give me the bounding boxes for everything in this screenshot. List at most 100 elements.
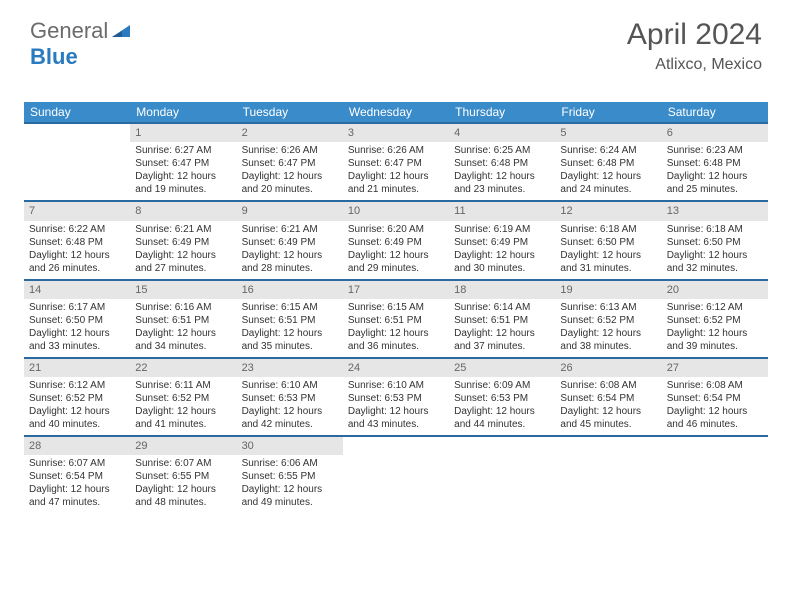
day-cell: 23Sunrise: 6:10 AMSunset: 6:53 PMDayligh…: [237, 359, 343, 435]
calendar: SundayMondayTuesdayWednesdayThursdayFrid…: [24, 102, 768, 513]
day-cell: 16Sunrise: 6:15 AMSunset: 6:51 PMDayligh…: [237, 281, 343, 357]
brand-blue: Blue: [30, 44, 78, 69]
day-number: 4: [449, 124, 555, 142]
day-body: Sunrise: 6:13 AMSunset: 6:52 PMDaylight:…: [555, 299, 661, 357]
day-number: 14: [24, 281, 130, 299]
sunrise-text: Sunrise: 6:14 AM: [454, 301, 550, 314]
day-body: Sunrise: 6:17 AMSunset: 6:50 PMDaylight:…: [24, 299, 130, 357]
daylight-text: Daylight: 12 hours and 32 minutes.: [667, 249, 763, 275]
sunrise-text: Sunrise: 6:15 AM: [348, 301, 444, 314]
sunset-text: Sunset: 6:48 PM: [560, 157, 656, 170]
daylight-text: Daylight: 12 hours and 34 minutes.: [135, 327, 231, 353]
daylight-text: Daylight: 12 hours and 24 minutes.: [560, 170, 656, 196]
day-number: 17: [343, 281, 449, 299]
day-cell: 13Sunrise: 6:18 AMSunset: 6:50 PMDayligh…: [662, 202, 768, 278]
day-body: Sunrise: 6:18 AMSunset: 6:50 PMDaylight:…: [555, 221, 661, 279]
day-number: 29: [130, 437, 236, 455]
day-number: [24, 124, 130, 128]
sunset-text: Sunset: 6:53 PM: [348, 392, 444, 405]
title-block: April 2024 Atlixco, Mexico: [627, 18, 762, 74]
day-cell-empty: [662, 437, 768, 513]
day-cell: 9Sunrise: 6:21 AMSunset: 6:49 PMDaylight…: [237, 202, 343, 278]
sunset-text: Sunset: 6:51 PM: [348, 314, 444, 327]
header: General April 2024 Atlixco, Mexico: [30, 18, 762, 74]
sunset-text: Sunset: 6:47 PM: [135, 157, 231, 170]
day-number: [343, 437, 449, 441]
weekday-header-row: SundayMondayTuesdayWednesdayThursdayFrid…: [24, 102, 768, 122]
sunrise-text: Sunrise: 6:27 AM: [135, 144, 231, 157]
day-body: Sunrise: 6:26 AMSunset: 6:47 PMDaylight:…: [343, 142, 449, 200]
daylight-text: Daylight: 12 hours and 39 minutes.: [667, 327, 763, 353]
day-cell: 15Sunrise: 6:16 AMSunset: 6:51 PMDayligh…: [130, 281, 236, 357]
day-number: 19: [555, 281, 661, 299]
day-number: 10: [343, 202, 449, 220]
sunset-text: Sunset: 6:53 PM: [454, 392, 550, 405]
day-body: Sunrise: 6:12 AMSunset: 6:52 PMDaylight:…: [24, 377, 130, 435]
day-cell: 25Sunrise: 6:09 AMSunset: 6:53 PMDayligh…: [449, 359, 555, 435]
sunrise-text: Sunrise: 6:08 AM: [667, 379, 763, 392]
day-body: Sunrise: 6:12 AMSunset: 6:52 PMDaylight:…: [662, 299, 768, 357]
sunrise-text: Sunrise: 6:08 AM: [560, 379, 656, 392]
sunrise-text: Sunrise: 6:15 AM: [242, 301, 338, 314]
sunset-text: Sunset: 6:54 PM: [560, 392, 656, 405]
day-body: Sunrise: 6:08 AMSunset: 6:54 PMDaylight:…: [555, 377, 661, 435]
day-number: 3: [343, 124, 449, 142]
sunrise-text: Sunrise: 6:21 AM: [135, 223, 231, 236]
weekday-header-friday: Friday: [555, 102, 661, 122]
weekday-header-tuesday: Tuesday: [237, 102, 343, 122]
day-body: Sunrise: 6:21 AMSunset: 6:49 PMDaylight:…: [237, 221, 343, 279]
day-number: 27: [662, 359, 768, 377]
daylight-text: Daylight: 12 hours and 33 minutes.: [29, 327, 125, 353]
day-body: Sunrise: 6:10 AMSunset: 6:53 PMDaylight:…: [343, 377, 449, 435]
day-number: 25: [449, 359, 555, 377]
daylight-text: Daylight: 12 hours and 19 minutes.: [135, 170, 231, 196]
sunset-text: Sunset: 6:53 PM: [242, 392, 338, 405]
daylight-text: Daylight: 12 hours and 20 minutes.: [242, 170, 338, 196]
sunset-text: Sunset: 6:48 PM: [667, 157, 763, 170]
day-body: Sunrise: 6:06 AMSunset: 6:55 PMDaylight:…: [237, 455, 343, 513]
day-body: Sunrise: 6:26 AMSunset: 6:47 PMDaylight:…: [237, 142, 343, 200]
location-label: Atlixco, Mexico: [627, 56, 762, 74]
daylight-text: Daylight: 12 hours and 45 minutes.: [560, 405, 656, 431]
day-body: Sunrise: 6:27 AMSunset: 6:47 PMDaylight:…: [130, 142, 236, 200]
day-body: Sunrise: 6:10 AMSunset: 6:53 PMDaylight:…: [237, 377, 343, 435]
sunset-text: Sunset: 6:47 PM: [348, 157, 444, 170]
sunrise-text: Sunrise: 6:22 AM: [29, 223, 125, 236]
day-cell: 22Sunrise: 6:11 AMSunset: 6:52 PMDayligh…: [130, 359, 236, 435]
day-number: 20: [662, 281, 768, 299]
sunrise-text: Sunrise: 6:19 AM: [454, 223, 550, 236]
sunset-text: Sunset: 6:50 PM: [560, 236, 656, 249]
sunset-text: Sunset: 6:47 PM: [242, 157, 338, 170]
sunrise-text: Sunrise: 6:16 AM: [135, 301, 231, 314]
daylight-text: Daylight: 12 hours and 27 minutes.: [135, 249, 231, 275]
day-cell: 19Sunrise: 6:13 AMSunset: 6:52 PMDayligh…: [555, 281, 661, 357]
day-body: Sunrise: 6:18 AMSunset: 6:50 PMDaylight:…: [662, 221, 768, 279]
daylight-text: Daylight: 12 hours and 35 minutes.: [242, 327, 338, 353]
sunrise-text: Sunrise: 6:17 AM: [29, 301, 125, 314]
day-cell: 2Sunrise: 6:26 AMSunset: 6:47 PMDaylight…: [237, 124, 343, 200]
daylight-text: Daylight: 12 hours and 28 minutes.: [242, 249, 338, 275]
day-cell: 26Sunrise: 6:08 AMSunset: 6:54 PMDayligh…: [555, 359, 661, 435]
sunrise-text: Sunrise: 6:13 AM: [560, 301, 656, 314]
day-body: Sunrise: 6:23 AMSunset: 6:48 PMDaylight:…: [662, 142, 768, 200]
sunrise-text: Sunrise: 6:12 AM: [29, 379, 125, 392]
day-cell: 5Sunrise: 6:24 AMSunset: 6:48 PMDaylight…: [555, 124, 661, 200]
sunset-text: Sunset: 6:55 PM: [135, 470, 231, 483]
sunset-text: Sunset: 6:49 PM: [454, 236, 550, 249]
day-body: Sunrise: 6:15 AMSunset: 6:51 PMDaylight:…: [343, 299, 449, 357]
sunrise-text: Sunrise: 6:26 AM: [348, 144, 444, 157]
sunset-text: Sunset: 6:48 PM: [454, 157, 550, 170]
sunrise-text: Sunrise: 6:07 AM: [29, 457, 125, 470]
day-number: [449, 437, 555, 441]
daylight-text: Daylight: 12 hours and 44 minutes.: [454, 405, 550, 431]
brand-triangle-icon: [112, 21, 130, 42]
brand-general: General: [30, 18, 108, 44]
daylight-text: Daylight: 12 hours and 37 minutes.: [454, 327, 550, 353]
sunset-text: Sunset: 6:54 PM: [29, 470, 125, 483]
daylight-text: Daylight: 12 hours and 47 minutes.: [29, 483, 125, 509]
day-cell: 17Sunrise: 6:15 AMSunset: 6:51 PMDayligh…: [343, 281, 449, 357]
day-number: 7: [24, 202, 130, 220]
sunrise-text: Sunrise: 6:06 AM: [242, 457, 338, 470]
sunset-text: Sunset: 6:52 PM: [135, 392, 231, 405]
month-title: April 2024: [627, 18, 762, 52]
